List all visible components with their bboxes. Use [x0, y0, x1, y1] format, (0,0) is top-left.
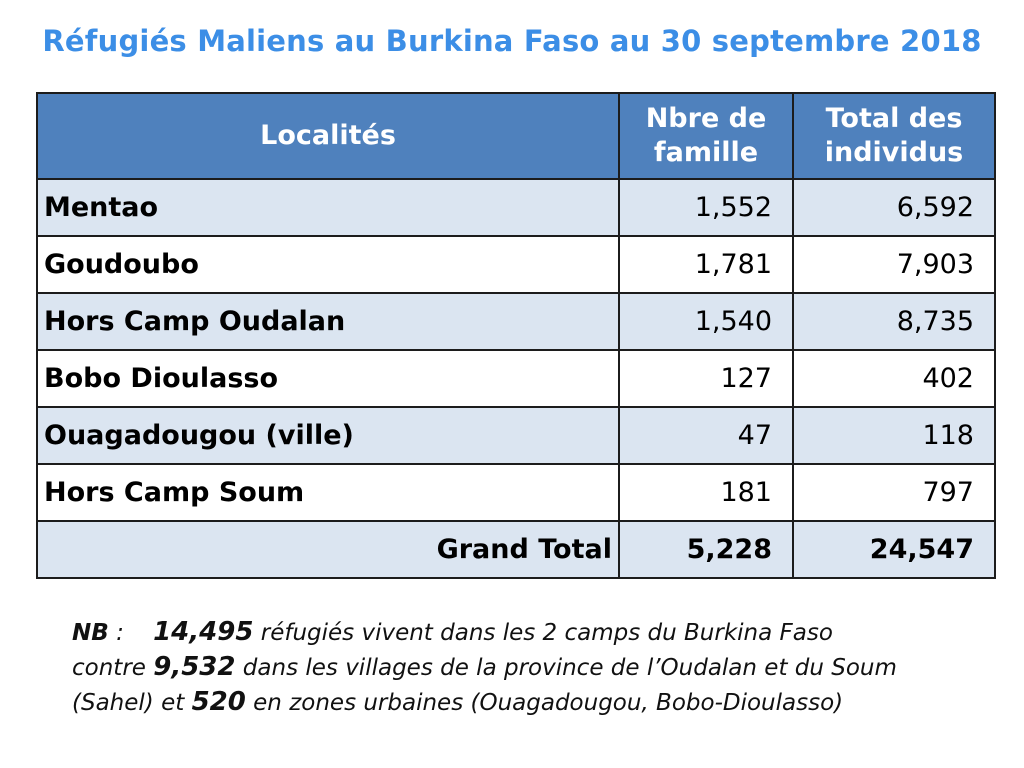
families-cell: 181: [618, 463, 794, 522]
note-value-camps: 14,495: [153, 617, 254, 647]
note-value-villages: 9,532: [153, 652, 236, 682]
header-families-line1: Nbre de: [645, 103, 767, 134]
header-families: Nbre de famille: [618, 92, 794, 180]
header-individuals-line1: Total des: [825, 103, 963, 134]
note-sep: :: [108, 620, 124, 646]
families-cell: 1,781: [618, 235, 794, 294]
individuals-cell: 6,592: [792, 178, 996, 237]
families-cell: 127: [618, 349, 794, 408]
grand-total-label: Grand Total: [36, 520, 620, 579]
table-row: Mentao 1,552 6,592: [36, 178, 996, 237]
header-families-line2: famille: [653, 137, 759, 168]
locality-cell: Goudoubo: [36, 235, 620, 294]
table-row: Goudoubo 1,781 7,903: [36, 235, 996, 294]
note-label: NB: [72, 620, 109, 646]
families-cell: 1,540: [618, 292, 794, 351]
header-localities: Localités: [36, 92, 620, 180]
header-individuals-line2: individus: [824, 137, 964, 168]
page-title: Réfugiés Maliens au Burkina Faso au 30 s…: [42, 24, 982, 58]
individuals-cell: 797: [792, 463, 996, 522]
table-header-row: Localités Nbre de famille Total des indi…: [36, 92, 996, 180]
header-individuals: Total des individus: [792, 92, 996, 180]
note-value-urban: 520: [191, 687, 246, 717]
individuals-cell: 7,903: [792, 235, 996, 294]
table-row: Bobo Dioulasso 127 402: [36, 349, 996, 408]
families-cell: 1,552: [618, 178, 794, 237]
table-row: Ouagadougou (ville) 47 118: [36, 406, 996, 465]
individuals-cell: 8,735: [792, 292, 996, 351]
grand-total-families: 5,228: [618, 520, 794, 579]
grand-total-row: Grand Total 5,228 24,547: [36, 520, 996, 579]
refugees-table: Localités Nbre de famille Total des indi…: [36, 92, 996, 579]
grand-total-individuals: 24,547: [792, 520, 996, 579]
footnote: NB : 14,495 réfugiés vivent dans les 2 c…: [72, 615, 912, 720]
note-text-1: réfugiés vivent dans les 2 camps du Burk…: [72, 620, 833, 681]
note-text-2: dans les villages de la province de l’Ou…: [72, 655, 897, 716]
table-row: Hors Camp Oudalan 1,540 8,735: [36, 292, 996, 351]
table-row: Hors Camp Soum 181 797: [36, 463, 996, 522]
individuals-cell: 402: [792, 349, 996, 408]
families-cell: 47: [618, 406, 794, 465]
locality-cell: Ouagadougou (ville): [36, 406, 620, 465]
locality-cell: Hors Camp Soum: [36, 463, 620, 522]
locality-cell: Bobo Dioulasso: [36, 349, 620, 408]
locality-cell: Hors Camp Oudalan: [36, 292, 620, 351]
locality-cell: Mentao: [36, 178, 620, 237]
individuals-cell: 118: [792, 406, 996, 465]
note-text-3: en zones urbaines (Ouagadougou, Bobo-Dio…: [245, 690, 844, 716]
